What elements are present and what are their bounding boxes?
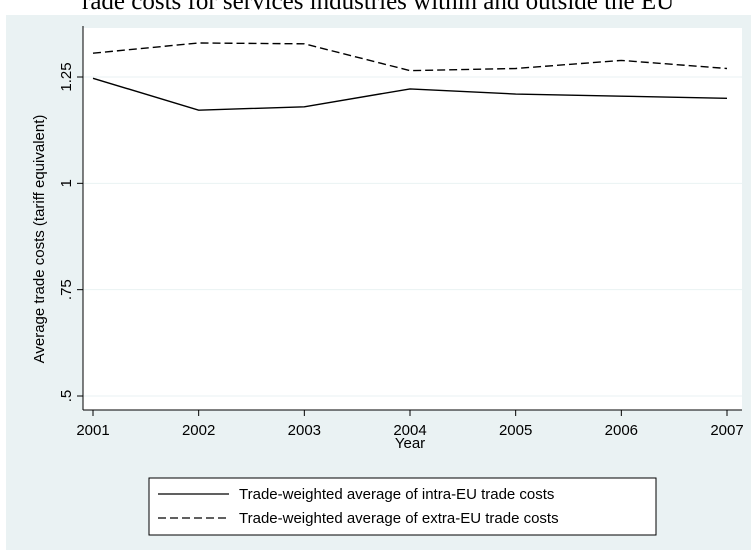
- x-tick-label: 2005: [499, 422, 532, 439]
- y-tick-label: 1.25: [58, 62, 75, 91]
- x-tick-label: 2003: [288, 422, 321, 439]
- x-axis: 2001 2002 2003 2004 2005 2006 2007: [76, 409, 744, 439]
- gridlines: [83, 76, 742, 397]
- y-tick-label: .75: [58, 279, 75, 300]
- y-axis: .5 .75 1 1.25: [58, 26, 84, 410]
- x-tick-label: 2004: [393, 422, 426, 439]
- x-axis-label: Year: [395, 435, 425, 452]
- legend-label-intra-eu: Trade-weighted average of intra-EU trade…: [239, 486, 554, 503]
- legend: Trade-weighted average of intra-EU trade…: [148, 477, 657, 536]
- legend-label-extra-eu: Trade-weighted average of extra-EU trade…: [239, 510, 559, 527]
- x-tick-label: 2001: [76, 422, 109, 439]
- x-tick-label: 2006: [605, 422, 638, 439]
- legend-box: [148, 477, 657, 536]
- series-lines: [92, 42, 728, 111]
- x-tick-label: 2002: [182, 422, 215, 439]
- y-tick-label: 1: [58, 179, 75, 187]
- plot-area: [83, 28, 742, 410]
- x-tick-label: 2007: [710, 422, 743, 439]
- series-line-intra-eu: [92, 77, 728, 111]
- y-tick-label: .5: [58, 390, 75, 403]
- y-axis-label: Average trade costs (tariff equivalent): [31, 115, 48, 364]
- figure-caption: rade costs for services industries withi…: [82, 0, 675, 15]
- series-line-extra-eu: [92, 42, 728, 72]
